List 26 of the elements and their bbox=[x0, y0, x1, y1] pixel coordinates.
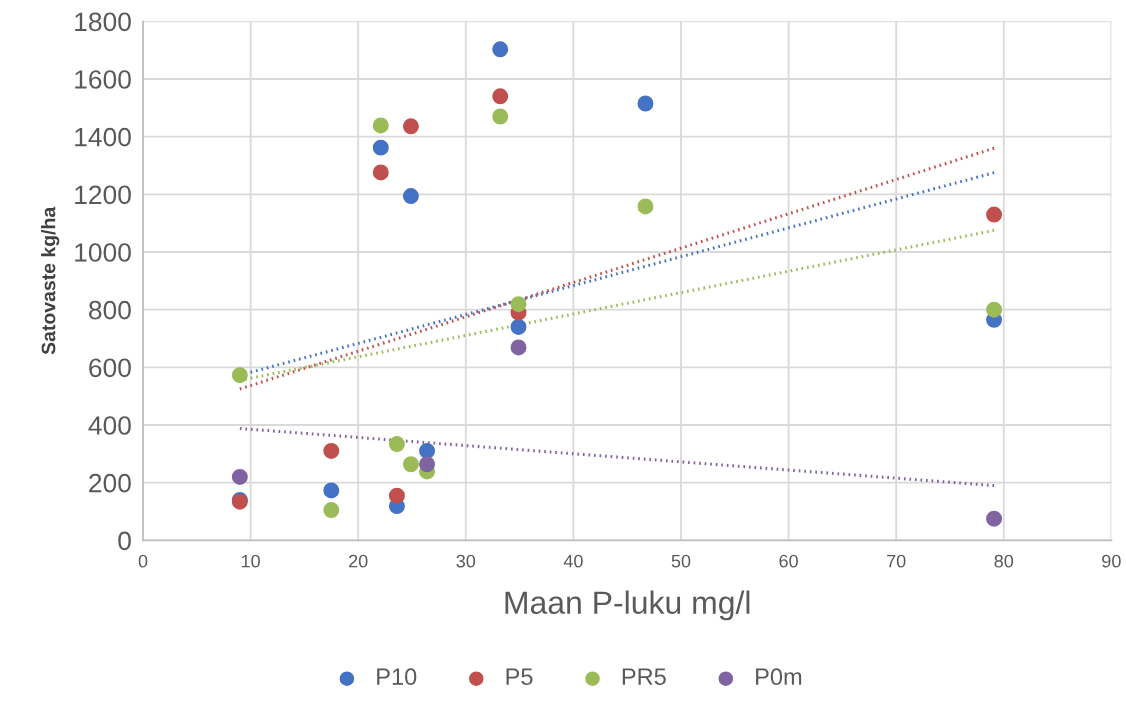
x-tick-label: 60 bbox=[779, 554, 798, 568]
legend-label: P10 bbox=[377, 668, 417, 686]
y-tick-label: 1600 bbox=[75, 70, 131, 89]
x-tick-label: 0 bbox=[138, 554, 148, 568]
legend-label: P5 bbox=[506, 668, 533, 686]
legend-label: PR5 bbox=[622, 668, 666, 686]
y-tick-label: 400 bbox=[88, 416, 131, 435]
x-axis-title: Maan P-luku mg/l bbox=[505, 590, 750, 621]
x-tick-label: 90 bbox=[1102, 554, 1121, 568]
x-tick-label: 40 bbox=[563, 554, 583, 568]
x-tick-label: 70 bbox=[887, 554, 906, 568]
x-tick-label: 30 bbox=[456, 554, 476, 568]
y-tick-label: 1200 bbox=[75, 185, 131, 205]
x-tick-label: 20 bbox=[349, 554, 368, 568]
x-tick-label: 50 bbox=[671, 554, 691, 568]
y-axis-title: Satovaste kg/ha bbox=[41, 206, 60, 355]
x-tick-label: 80 bbox=[994, 554, 1014, 568]
y-tick-label: 200 bbox=[89, 473, 131, 493]
x-tick-label: 10 bbox=[241, 554, 260, 568]
y-tick-label: 600 bbox=[89, 358, 131, 378]
y-tick-label: 800 bbox=[89, 300, 131, 320]
y-tick-label: 0 bbox=[118, 531, 131, 551]
legend-label: P0m bbox=[756, 668, 802, 686]
y-tick-label: 1800 bbox=[75, 12, 131, 32]
y-tick-label: 1000 bbox=[75, 243, 131, 262]
y-tick-label: 1400 bbox=[75, 127, 131, 147]
